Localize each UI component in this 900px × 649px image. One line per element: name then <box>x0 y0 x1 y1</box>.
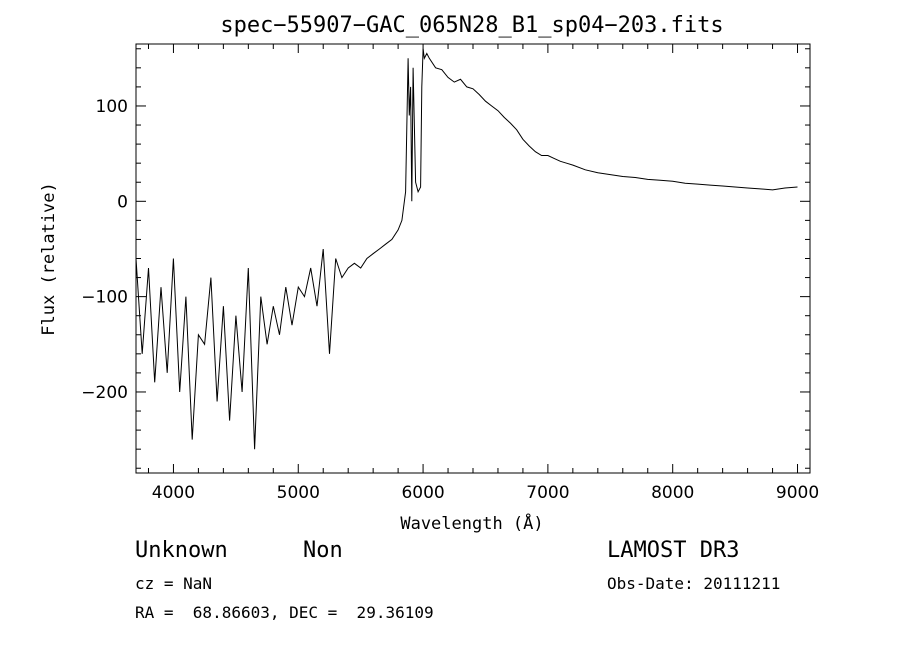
subclass-label: Non <box>303 538 343 563</box>
spectrum-line <box>135 48 798 450</box>
x-tick-label: 4000 <box>152 483 195 503</box>
y-axis-label: Flux (relative) <box>39 182 59 336</box>
survey-label: LAMOST DR3 <box>607 538 740 563</box>
x-tick-label: 9000 <box>776 483 819 503</box>
x-tick-label: 8000 <box>651 483 694 503</box>
y-tick-label: −200 <box>81 383 128 403</box>
chart-title: spec−55907−GAC_065N28_B1_sp04−203.fits <box>220 13 723 38</box>
obs-date-text: Obs-Date: 20111211 <box>607 574 781 593</box>
x-tick-label: 5000 <box>277 483 320 503</box>
x-tick-label: 7000 <box>526 483 569 503</box>
y-tick-label: −100 <box>81 288 128 308</box>
axis-ticks <box>136 44 810 473</box>
class-label: Unknown <box>135 538 228 563</box>
tick-labels: 4000 5000 6000 7000 8000 9000 −200 −100 0 100 <box>81 97 819 503</box>
x-axis-label: Wavelength (Å) <box>400 512 543 534</box>
plot-frame <box>135 43 811 474</box>
y-tick-label: 100 <box>96 97 128 117</box>
coordinates-text: RA = 68.86603, DEC = 29.36109 <box>135 603 434 622</box>
x-tick-label: 6000 <box>401 483 444 503</box>
y-tick-label: 0 <box>117 192 128 212</box>
redshift-text: cz = NaN <box>135 574 213 593</box>
